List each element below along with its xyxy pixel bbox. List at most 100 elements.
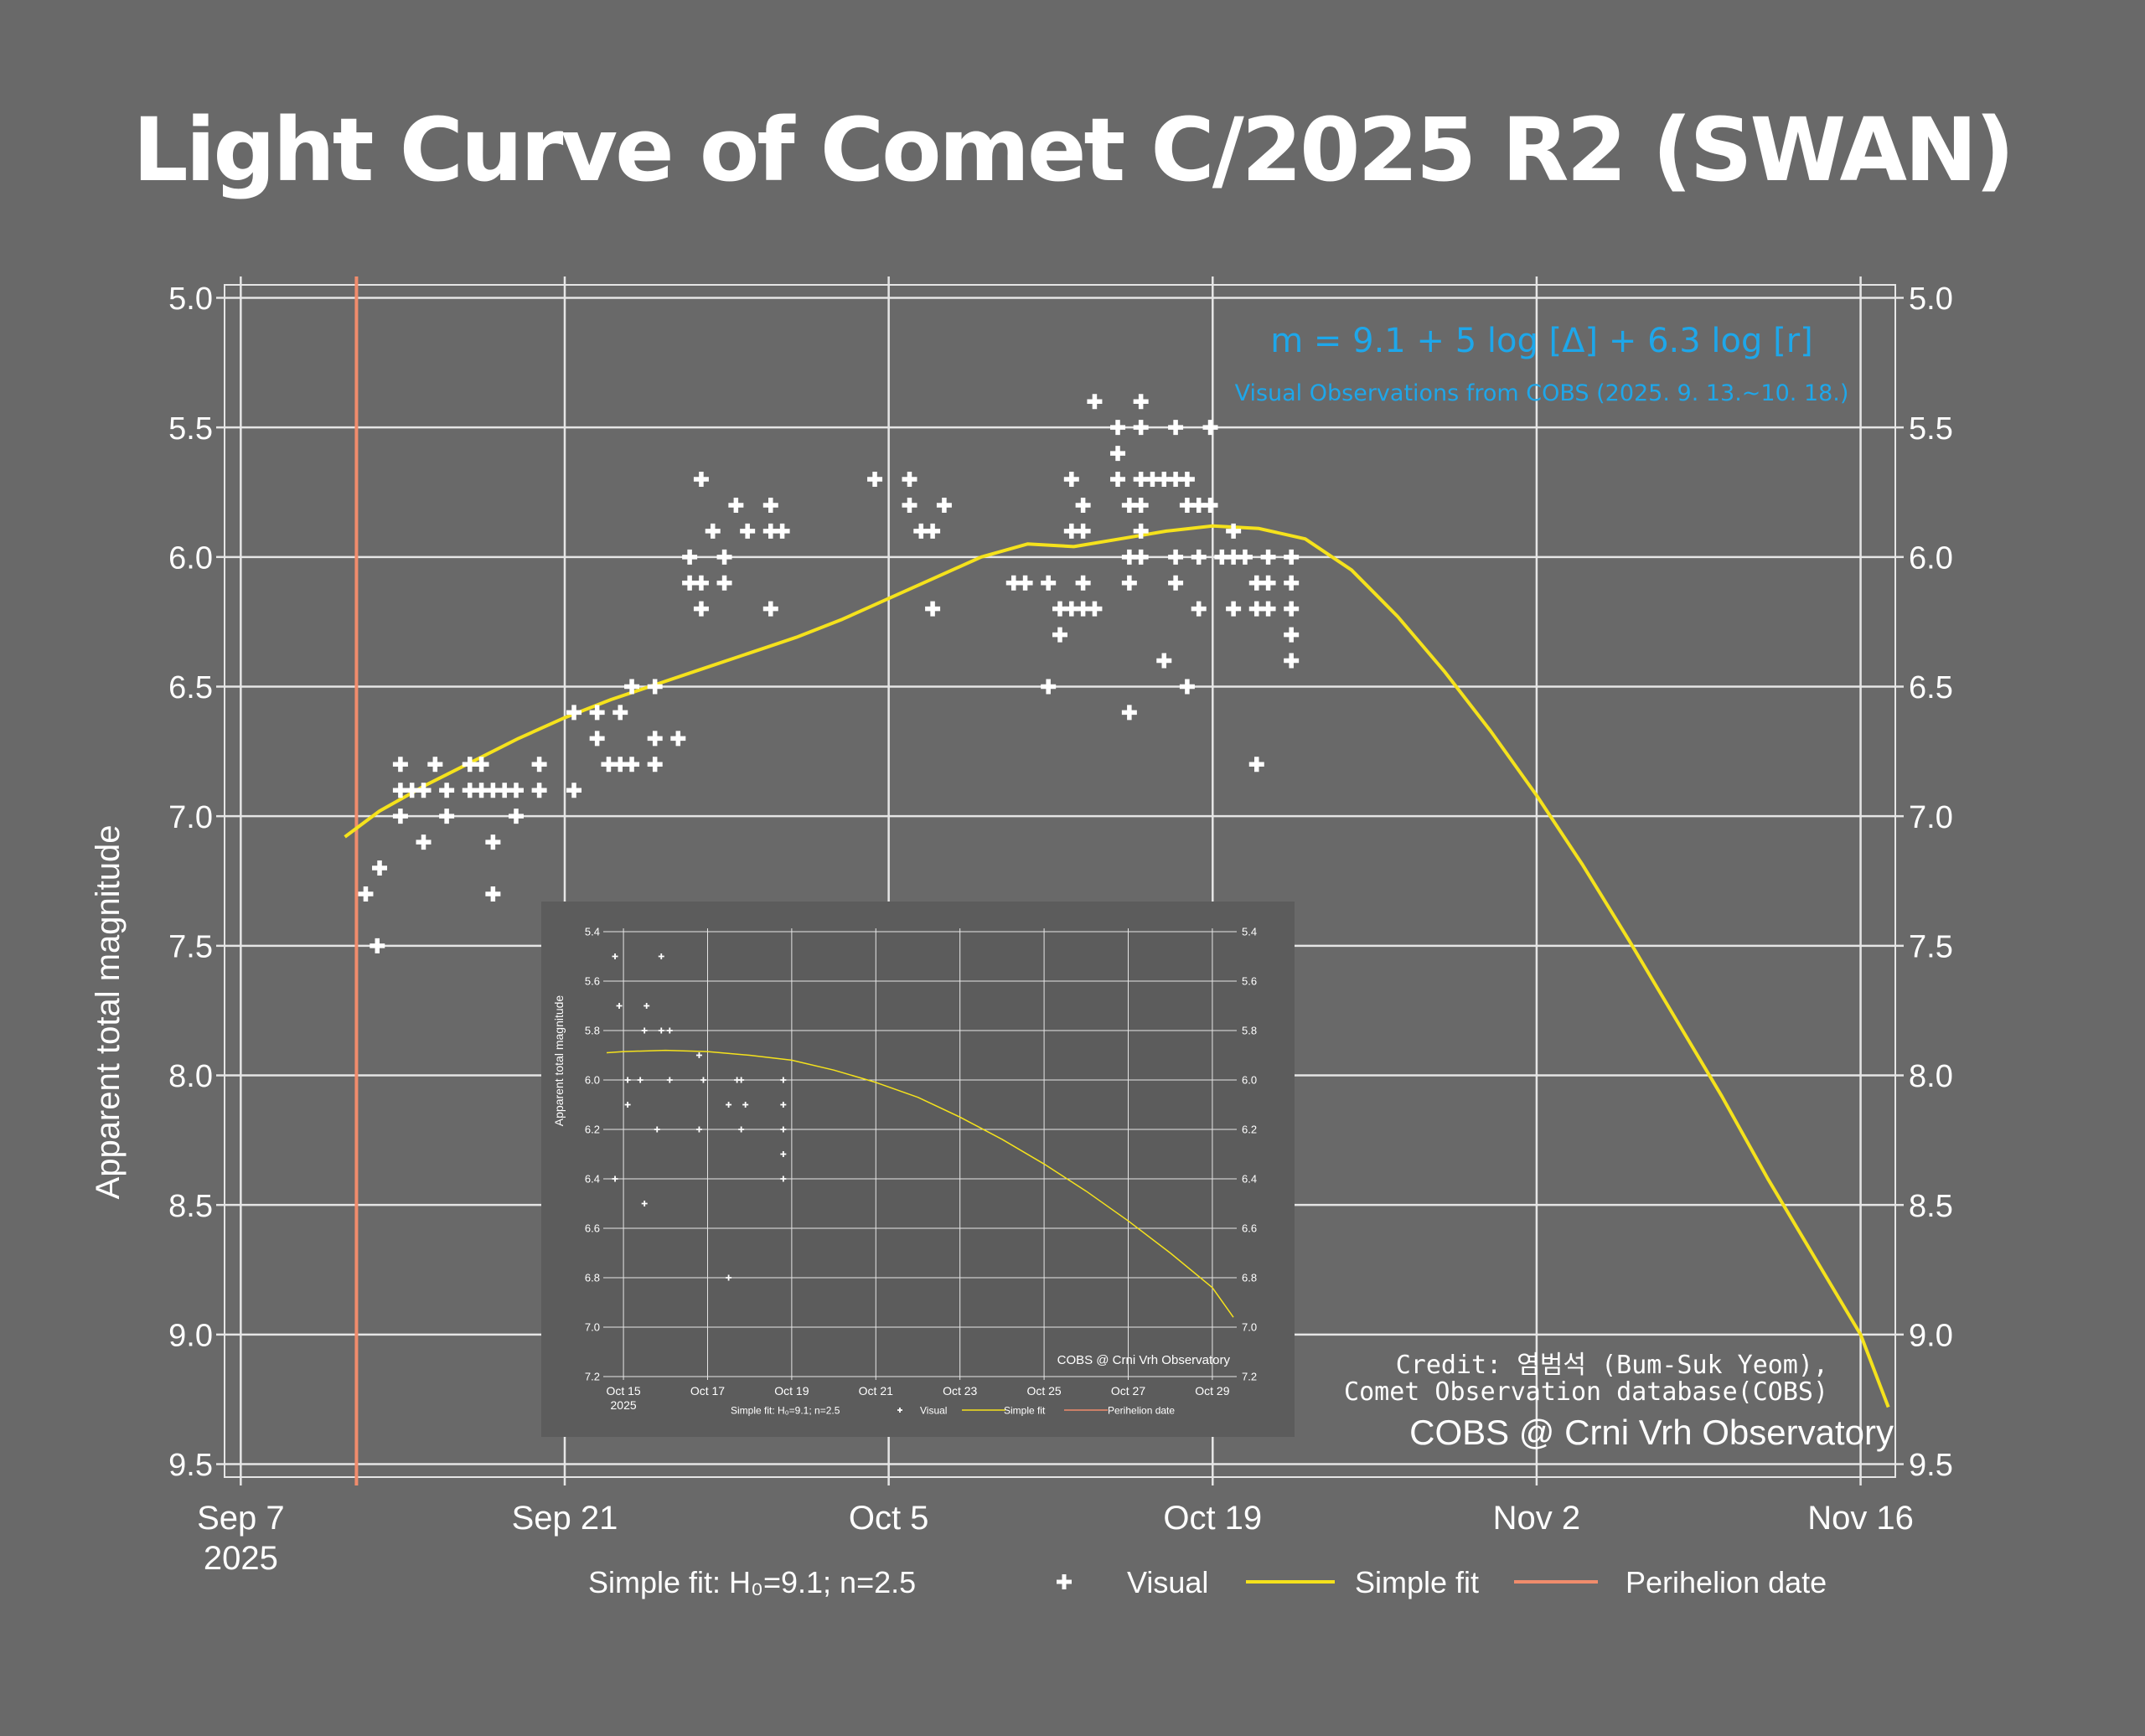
legend-label: Perihelion date [1108,1404,1175,1416]
y-tick-label-right: 6.2 [1242,1124,1257,1136]
visual-observation-point [705,523,721,539]
visual-observation-point [925,601,941,617]
visual-observation-point [726,1102,732,1108]
x-tick-label: Sep 7 [197,1500,285,1537]
visual-observation-point [616,1003,623,1009]
legend-label: Perihelion date [1626,1565,1827,1599]
y-tick-label: 5.8 [585,1025,600,1037]
visual-observation-point [902,497,917,513]
y-tick-label: 7.2 [585,1371,600,1383]
visual-observation-point [641,1201,648,1206]
legend-label: Visual [1127,1565,1208,1599]
visual-observation-point [612,1175,618,1182]
visual-observation-point [936,497,952,513]
visual-observation-point [654,1126,660,1133]
visual-observation-point [1133,549,1149,565]
x-tick-label: Oct 23 [943,1384,977,1398]
visual-observation-point [726,1274,732,1281]
visual-observation-point [1191,549,1207,565]
y-tick-label-right: 8.5 [1909,1189,1953,1224]
visual-observation-point [695,1126,702,1133]
visual-observation-point [644,1003,650,1009]
x-tick-sublabel: 2025 [611,1398,637,1412]
y-tick-label: 6.6 [585,1222,600,1235]
visual-observation-point [1110,472,1126,488]
y-tick-label: 6.8 [585,1272,600,1284]
visual-observation-point [1237,549,1253,565]
x-tick-sublabel: 2025 [204,1540,278,1577]
visual-observation-point [566,705,582,721]
x-tick-label: Oct 15 [606,1384,640,1398]
y-tick-label-right: 5.0 [1909,282,1953,317]
visual-observation-point [1260,549,1276,565]
visual-observation-point [370,938,385,953]
visual-observation-point [762,497,778,513]
inset-y-axis-label: Apparent total magnitude [552,995,566,1127]
visual-observation-point [566,783,582,798]
visual-observation-point [1017,575,1033,591]
y-tick-label: 6.5 [168,670,213,705]
visual-observation-point [531,783,547,798]
simple-fit-curve [606,1049,1234,1318]
x-tick-label: Nov 16 [1807,1500,1914,1537]
visual-observation-point [780,1151,787,1157]
visual-observation-point [624,1077,631,1083]
visual-observation-point [1133,394,1149,410]
visual-observation-point [589,705,605,721]
legend-label: Simple fit [1004,1404,1046,1416]
legend-label: Simple fit [1355,1565,1479,1599]
y-tick-label: 6.4 [585,1173,600,1186]
inset-watermark: COBS @ Crni Vrh Observatory [1057,1353,1231,1367]
visual-observation-point [647,731,663,747]
visual-observation-point [1284,549,1300,565]
visual-observation-point [1191,601,1207,617]
visual-observation-point [867,472,883,488]
chart-title: Light Curve of Comet C/2025 R2 (SWAN) [132,99,2014,201]
visual-observation-point [1087,394,1103,410]
visual-observation-point [742,1102,749,1108]
credit-line-2: Comet Observation database(COBS) [1344,1377,1828,1407]
visual-observation-point [589,731,605,747]
visual-observation-point [1248,757,1264,772]
y-tick-label-right: 6.4 [1242,1173,1257,1186]
visual-observation-point [1121,575,1137,591]
visual-observation-point [738,1077,745,1083]
visual-observation-point [1284,627,1300,643]
visual-observation-point [439,783,455,798]
legend-visual-symbol [897,1408,902,1413]
visual-observation-point [700,1077,706,1083]
visual-observation-point [1284,653,1300,669]
visual-observation-point [647,757,663,772]
y-tick-label-right: 6.8 [1242,1272,1257,1284]
visual-observation-point [658,953,664,959]
y-axis-label: Apparent total magnitude [90,825,127,1200]
visual-observation-point [666,1027,673,1034]
y-tick-label-right: 6.0 [1909,540,1953,576]
visual-observation-point [925,523,941,539]
plot-frame [224,284,1896,1478]
y-tick-label-right: 5.4 [1242,926,1257,938]
visual-observation-point [439,809,455,824]
visual-observation-point [1110,420,1126,436]
visual-observation-point [728,497,744,513]
observatory-watermark: COBS @ Crni Vrh Observatory [1409,1413,1894,1452]
visual-observation-point [612,705,628,721]
x-tick-label: Oct 29 [1195,1384,1229,1398]
y-tick-label-right: 9.0 [1909,1319,1953,1354]
visual-observation-point [1168,420,1184,436]
visual-observation-point [1284,601,1300,617]
y-tick-label-right: 6.6 [1242,1222,1257,1235]
data-source-note: Visual Observations from COBS (2025. 9. … [1234,380,1849,406]
visual-observation-point [612,953,618,959]
visual-observation-point [1202,420,1218,436]
fit-caption: Simple fit: H₀=9.1; n=2.5 [588,1565,916,1599]
formula-annotation: m = 9.1 + 5 log [Δ] + 6.3 log [r] [1270,322,1813,360]
visual-observation-point [738,1126,745,1133]
x-tick-label: Oct 21 [859,1384,893,1398]
x-tick-label: Oct 5 [849,1500,929,1537]
y-tick-label: 5.5 [168,411,213,447]
x-tick-label: Oct 17 [690,1384,725,1398]
visual-observation-point [774,523,790,539]
visual-observation-point [1260,575,1276,591]
visual-observation-point [693,472,709,488]
